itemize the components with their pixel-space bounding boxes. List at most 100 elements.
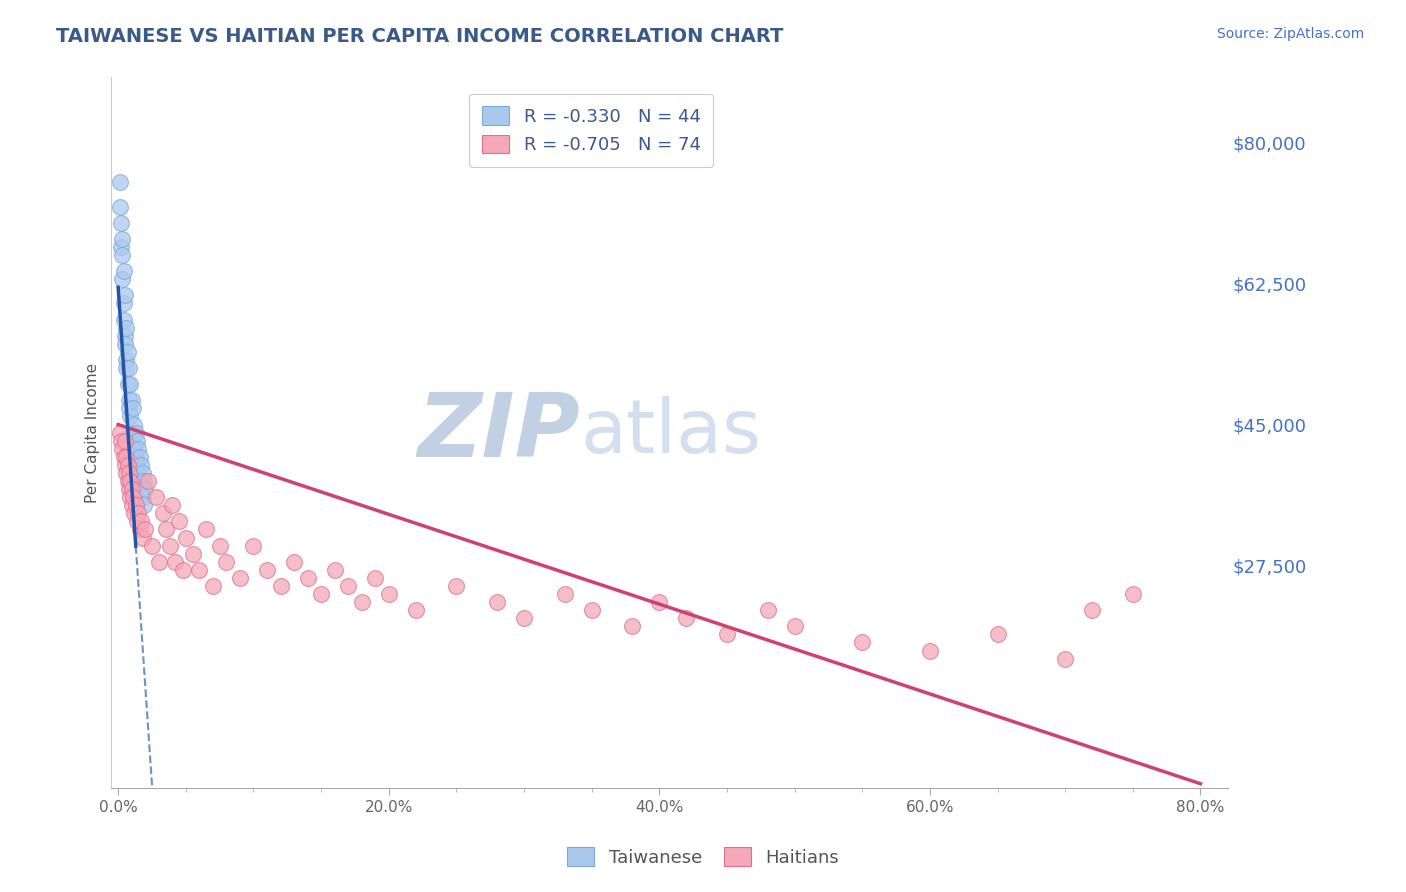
- Point: [122, 434, 145, 448]
- Point: [110, 240, 132, 254]
- Point: [118, 466, 141, 480]
- Point: [129, 482, 152, 496]
- Point: [1054, 651, 1077, 665]
- Point: [129, 458, 152, 472]
- Point: [1081, 603, 1104, 617]
- Point: [145, 490, 167, 504]
- Point: [127, 458, 149, 472]
- Point: [118, 393, 141, 408]
- Point: [120, 377, 142, 392]
- Point: [297, 571, 319, 585]
- Point: [174, 531, 197, 545]
- Point: [114, 434, 136, 448]
- Point: [208, 539, 231, 553]
- Point: [129, 515, 152, 529]
- Point: [121, 498, 143, 512]
- Point: [110, 434, 132, 448]
- Point: [446, 579, 468, 593]
- Point: [323, 563, 346, 577]
- Point: [111, 232, 134, 246]
- Point: [621, 619, 644, 633]
- Point: [128, 450, 150, 464]
- Point: [215, 555, 238, 569]
- Point: [201, 579, 224, 593]
- Point: [337, 579, 360, 593]
- Point: [131, 490, 153, 504]
- Point: [121, 482, 143, 496]
- Point: [162, 498, 184, 512]
- Point: [118, 361, 141, 376]
- Text: ZIP: ZIP: [418, 389, 581, 476]
- Point: [918, 643, 941, 657]
- Point: [128, 523, 150, 537]
- Text: atlas: atlas: [581, 396, 761, 469]
- Point: [485, 595, 508, 609]
- Point: [112, 450, 135, 464]
- Point: [648, 595, 671, 609]
- Point: [155, 523, 177, 537]
- Point: [127, 506, 149, 520]
- Point: [112, 264, 135, 278]
- Point: [377, 587, 399, 601]
- Point: [148, 555, 170, 569]
- Point: [152, 506, 174, 520]
- Point: [115, 450, 138, 464]
- Point: [122, 401, 145, 416]
- Point: [112, 296, 135, 310]
- Point: [167, 515, 190, 529]
- Point: [122, 490, 145, 504]
- Point: [756, 603, 779, 617]
- Point: [513, 611, 536, 625]
- Point: [131, 531, 153, 545]
- Point: [118, 401, 141, 416]
- Point: [716, 627, 738, 641]
- Point: [128, 474, 150, 488]
- Point: [181, 547, 204, 561]
- Point: [121, 425, 143, 440]
- Point: [309, 587, 332, 601]
- Point: [117, 377, 139, 392]
- Point: [283, 555, 305, 569]
- Point: [117, 474, 139, 488]
- Point: [125, 498, 148, 512]
- Point: [124, 417, 146, 432]
- Point: [114, 336, 136, 351]
- Point: [115, 320, 138, 334]
- Point: [125, 450, 148, 464]
- Point: [112, 312, 135, 326]
- Point: [188, 563, 211, 577]
- Point: [131, 466, 153, 480]
- Legend: R = -0.330   N = 44, R = -0.705   N = 74: R = -0.330 N = 44, R = -0.705 N = 74: [470, 94, 713, 167]
- Point: [110, 216, 132, 230]
- Point: [118, 482, 141, 496]
- Point: [554, 587, 576, 601]
- Point: [195, 523, 218, 537]
- Point: [115, 466, 138, 480]
- Point: [405, 603, 427, 617]
- Point: [114, 288, 136, 302]
- Point: [242, 539, 264, 553]
- Point: [121, 393, 143, 408]
- Point: [127, 466, 149, 480]
- Point: [115, 353, 138, 368]
- Point: [675, 611, 697, 625]
- Point: [124, 442, 146, 456]
- Point: [163, 555, 186, 569]
- Point: [270, 579, 292, 593]
- Point: [120, 474, 142, 488]
- Point: [136, 474, 159, 488]
- Point: [986, 627, 1008, 641]
- Point: [350, 595, 373, 609]
- Point: [132, 498, 155, 512]
- Point: [124, 506, 146, 520]
- Point: [117, 458, 139, 472]
- Point: [141, 539, 163, 553]
- Point: [127, 515, 149, 529]
- Point: [108, 175, 131, 189]
- Point: [1122, 587, 1144, 601]
- Point: [256, 563, 278, 577]
- Point: [851, 635, 873, 649]
- Point: [111, 248, 134, 262]
- Text: Source: ZipAtlas.com: Source: ZipAtlas.com: [1216, 27, 1364, 41]
- Point: [125, 425, 148, 440]
